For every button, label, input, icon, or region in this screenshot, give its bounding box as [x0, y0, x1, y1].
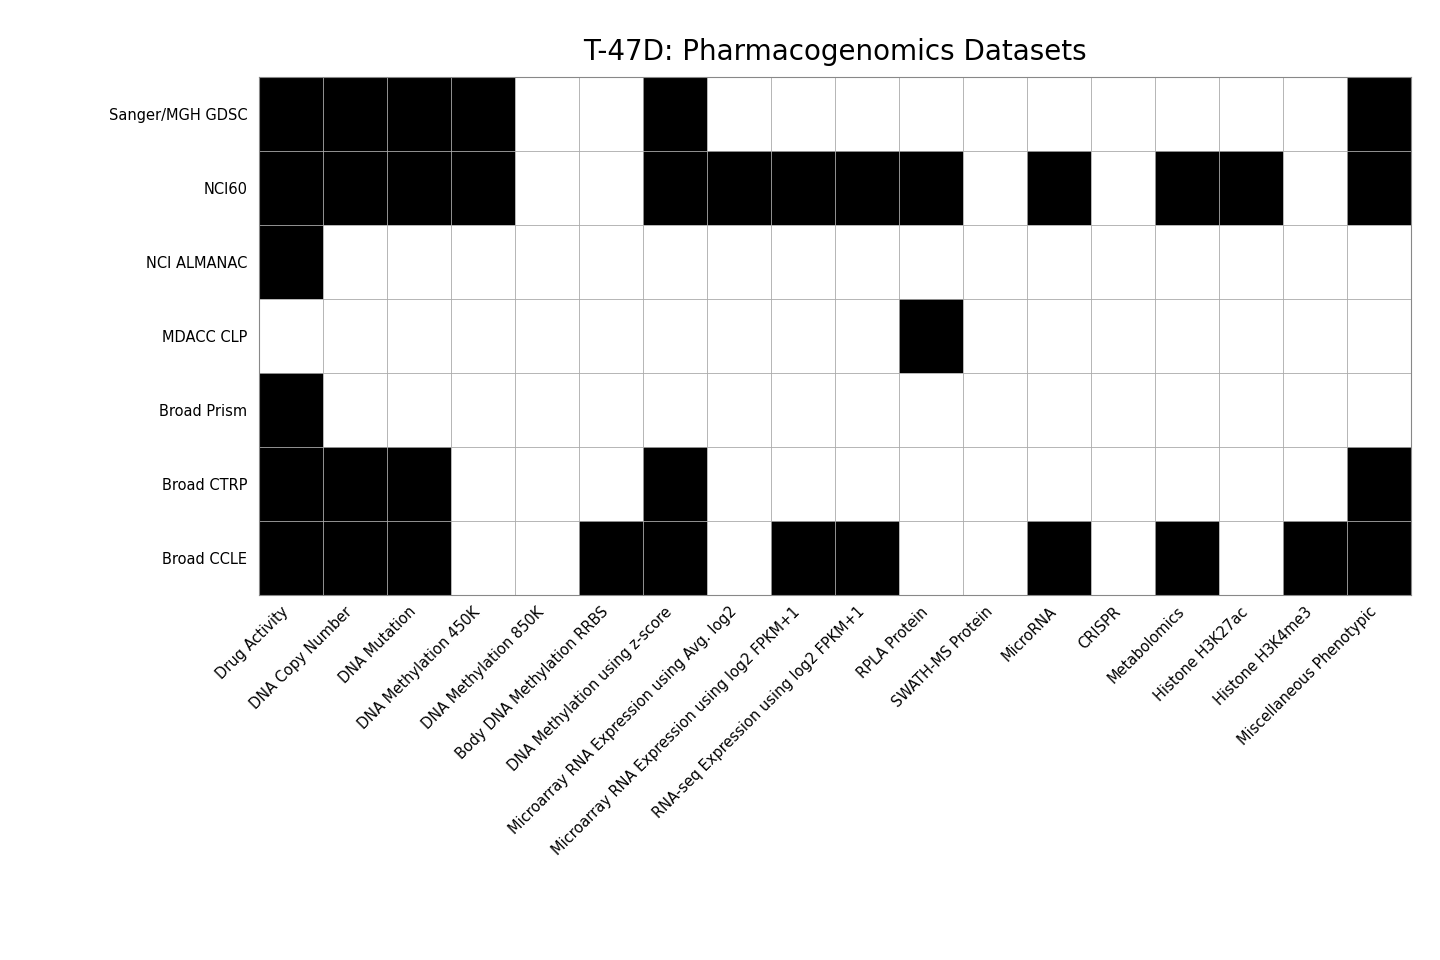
Bar [387, 521, 451, 595]
Bar [899, 299, 963, 373]
Bar [259, 151, 323, 225]
Bar [451, 77, 516, 151]
Bar [387, 151, 451, 225]
Bar [323, 447, 387, 521]
Bar [1283, 521, 1348, 595]
Bar [1348, 77, 1411, 151]
Bar [259, 373, 323, 447]
Bar [1027, 521, 1092, 595]
Bar [772, 151, 835, 225]
Bar [1348, 151, 1411, 225]
Bar [1155, 521, 1220, 595]
Bar [835, 521, 899, 595]
Bar [1220, 151, 1283, 225]
Bar [644, 151, 707, 225]
Bar [259, 447, 323, 521]
Bar [387, 447, 451, 521]
Bar [644, 77, 707, 151]
Bar [259, 77, 323, 151]
Bar [387, 77, 451, 151]
Bar [451, 151, 516, 225]
Bar [1348, 521, 1411, 595]
Bar [899, 151, 963, 225]
Bar [1348, 447, 1411, 521]
Bar [259, 225, 323, 299]
Bar [323, 151, 387, 225]
Bar [579, 521, 644, 595]
Bar [835, 151, 899, 225]
Title: T-47D: Pharmacogenomics Datasets: T-47D: Pharmacogenomics Datasets [583, 38, 1087, 66]
Bar [259, 521, 323, 595]
Bar [772, 521, 835, 595]
Bar [644, 521, 707, 595]
Bar [1155, 151, 1220, 225]
Bar [707, 151, 772, 225]
Bar [323, 77, 387, 151]
Bar [323, 521, 387, 595]
Bar [644, 447, 707, 521]
Bar [1027, 151, 1092, 225]
